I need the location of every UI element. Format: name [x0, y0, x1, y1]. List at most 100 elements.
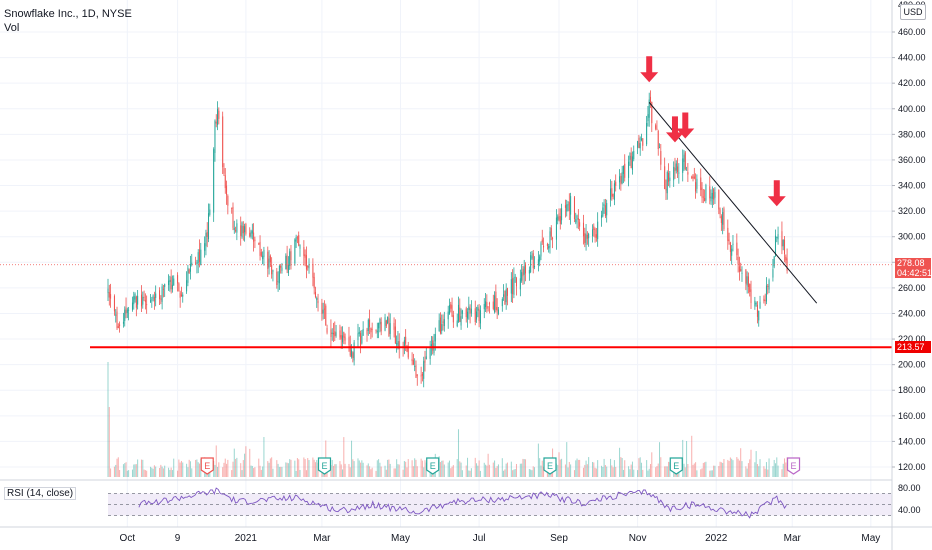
candle-body[interactable] [709, 186, 711, 199]
candle-body[interactable] [741, 272, 743, 274]
candle-body[interactable] [430, 344, 432, 347]
candle-body[interactable] [262, 255, 264, 260]
candle-body[interactable] [664, 166, 666, 189]
candle-body[interactable] [126, 309, 128, 313]
candle-body[interactable] [360, 333, 362, 347]
candle-body[interactable] [669, 177, 671, 181]
candle-body[interactable] [537, 259, 539, 265]
candle-body[interactable] [470, 308, 472, 314]
candle-body[interactable] [380, 321, 382, 332]
candle-body[interactable] [188, 269, 190, 274]
candle-body[interactable] [477, 307, 479, 311]
candle-body[interactable] [558, 213, 560, 220]
candle-body[interactable] [629, 155, 631, 160]
candle-body[interactable] [456, 320, 458, 327]
candle-body[interactable] [467, 311, 469, 319]
candle-body[interactable] [622, 165, 624, 174]
candle-body[interactable] [191, 262, 193, 265]
candle-body[interactable] [655, 125, 657, 129]
candle-body[interactable] [135, 296, 137, 308]
candle-body[interactable] [657, 131, 659, 149]
candle-body[interactable] [204, 243, 206, 251]
candle-body[interactable] [134, 293, 136, 300]
candle-body[interactable] [496, 307, 498, 311]
candle-body[interactable] [339, 330, 341, 338]
candle-body[interactable] [577, 218, 579, 220]
candle-body[interactable] [469, 307, 471, 314]
earnings-marker[interactable]: E [543, 457, 557, 475]
candle-body[interactable] [267, 251, 269, 269]
candle-body[interactable] [379, 319, 381, 325]
candle-body[interactable] [488, 303, 490, 305]
candle-body[interactable] [736, 242, 738, 256]
candle-body[interactable] [468, 306, 470, 311]
candle-body[interactable] [638, 137, 640, 149]
candle-body[interactable] [254, 239, 256, 241]
candle-body[interactable] [159, 290, 161, 300]
candle-body[interactable] [534, 266, 536, 268]
candle-body[interactable] [313, 276, 315, 289]
candle-body[interactable] [321, 302, 323, 315]
candle-body[interactable] [187, 267, 189, 283]
candle-body[interactable] [326, 328, 328, 333]
candle-body[interactable] [325, 305, 327, 326]
candle-body[interactable] [555, 217, 557, 240]
candle-body[interactable] [512, 278, 514, 295]
candle-body[interactable] [505, 289, 507, 303]
candle-body[interactable] [687, 172, 689, 175]
candle-body[interactable] [177, 275, 179, 284]
earnings-marker[interactable]: E [669, 457, 683, 475]
candle-body[interactable] [206, 232, 208, 237]
candle-body[interactable] [620, 175, 622, 185]
candle-body[interactable] [442, 321, 444, 323]
candle-body[interactable] [497, 309, 499, 314]
candle-body[interactable] [660, 151, 662, 165]
candle-body[interactable] [602, 207, 604, 217]
candle-body[interactable] [226, 185, 228, 195]
candle-body[interactable] [570, 196, 572, 215]
candle-body[interactable] [722, 212, 724, 225]
candle-body[interactable] [241, 222, 243, 237]
candle-body[interactable] [290, 251, 292, 261]
candle-body[interactable] [195, 262, 197, 264]
candle-body[interactable] [168, 280, 170, 286]
candle-body[interactable] [164, 284, 166, 287]
candle-body[interactable] [465, 308, 467, 318]
candle-body[interactable] [366, 329, 368, 335]
candle-body[interactable] [160, 298, 162, 300]
candle-body[interactable] [686, 169, 688, 171]
candle-body[interactable] [281, 267, 283, 271]
candle-body[interactable] [773, 256, 775, 267]
candle-body[interactable] [651, 101, 653, 124]
candle-body[interactable] [343, 332, 345, 338]
candle-body[interactable] [659, 147, 661, 149]
candle-body[interactable] [448, 305, 450, 314]
candle-body[interactable] [588, 233, 590, 239]
candle-body[interactable] [549, 231, 551, 248]
candle-body[interactable] [122, 321, 124, 324]
candle-body[interactable] [348, 336, 350, 346]
candle-body[interactable] [362, 329, 364, 336]
candle-body[interactable] [268, 258, 270, 268]
candle-body[interactable] [640, 138, 642, 141]
candle-body[interactable] [521, 272, 523, 281]
candle-body[interactable] [601, 215, 603, 218]
candle-body[interactable] [295, 236, 297, 242]
candle-body[interactable] [523, 266, 525, 275]
candle-body[interactable] [586, 234, 588, 239]
candle-body[interactable] [179, 292, 181, 298]
candle-body[interactable] [189, 264, 191, 272]
candle-body[interactable] [611, 188, 613, 197]
candle-body[interactable] [459, 307, 461, 323]
candle-body[interactable] [597, 221, 599, 240]
candle-body[interactable] [357, 333, 359, 341]
candle-body[interactable] [415, 365, 417, 378]
candle-body[interactable] [340, 335, 342, 340]
candle-body[interactable] [486, 302, 488, 309]
candle-body[interactable] [633, 151, 635, 160]
candle-body[interactable] [378, 322, 380, 329]
candle-body[interactable] [728, 239, 730, 242]
candle-body[interactable] [531, 256, 533, 258]
candle-body[interactable] [711, 192, 713, 199]
